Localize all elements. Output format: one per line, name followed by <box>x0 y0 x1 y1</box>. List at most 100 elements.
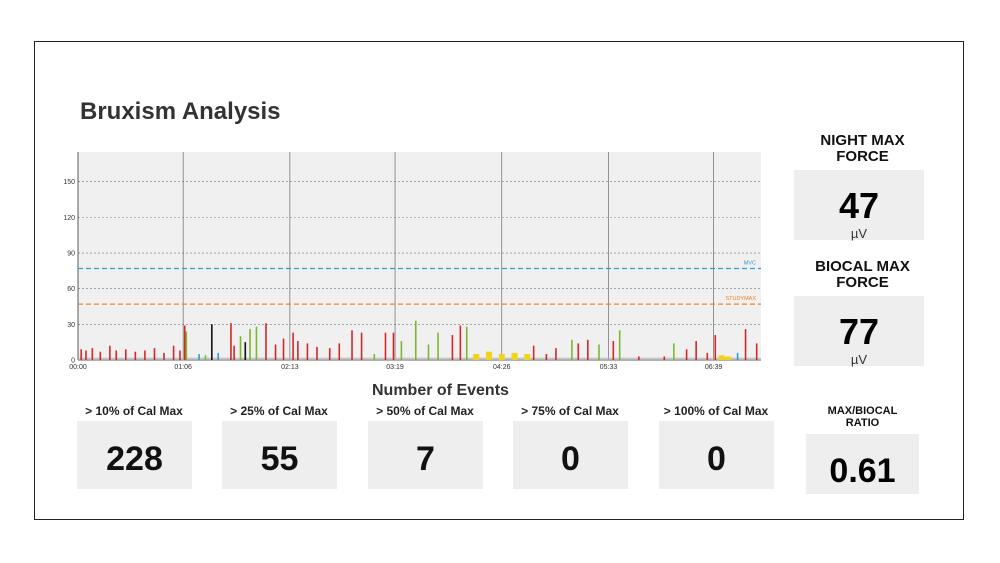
night-max-value: 47 <box>838 185 880 226</box>
event-bar <box>673 343 675 360</box>
event-bar <box>134 351 137 360</box>
event-label-10: > 10% of Cal Max <box>85 404 183 418</box>
event-bar <box>459 325 462 360</box>
event-bar <box>695 340 697 360</box>
event-bar <box>755 343 758 360</box>
event-bar <box>233 345 235 360</box>
event-bar <box>373 354 376 360</box>
event-bar <box>244 342 247 360</box>
event-bar <box>292 332 294 360</box>
event-label-100: > 100% of Cal Max <box>663 404 769 418</box>
reference-line-label: STUDYMAX <box>725 296 756 302</box>
event-label-50: > 50% of Cal Max <box>376 404 474 418</box>
x-tick-label: 02:13 <box>281 364 299 371</box>
event-bar <box>384 332 387 360</box>
event-bar <box>80 349 82 360</box>
event-bar <box>618 330 621 360</box>
event-bar <box>451 335 454 360</box>
x-tick-label: 04:26 <box>493 364 511 371</box>
event-bar <box>663 356 666 360</box>
biocal-max-label-line1: BIOCAL MAX <box>815 258 910 275</box>
ratio-label-line1: MAX/BIOCAL <box>827 405 898 417</box>
x-tick-label: 06:39 <box>705 364 723 371</box>
event-bar <box>498 354 505 360</box>
event-bar <box>198 354 200 360</box>
event-bar <box>714 335 717 360</box>
event-bar <box>587 339 589 360</box>
event-value-25: 55 <box>260 440 299 478</box>
event-bar <box>249 329 251 360</box>
event-bar <box>400 340 403 360</box>
emg-force-chart: 0 30 60 90 120 150 00:00 01:06 02:13 03:19 04:26 05… <box>63 152 761 371</box>
report-frame <box>34 41 964 520</box>
event-box-100: 0 <box>659 421 774 489</box>
y-tick-label: 150 <box>63 179 75 186</box>
event-value-75: 0 <box>561 440 580 478</box>
event-bar <box>91 348 94 360</box>
event-value-100: 0 <box>707 440 726 478</box>
event-bar <box>338 343 341 360</box>
biocal-max-box: 77 µV <box>794 296 924 367</box>
event-bar <box>109 345 111 360</box>
biocal-max-value: 77 <box>838 311 880 352</box>
event-bar <box>316 346 318 360</box>
event-bar <box>465 326 468 360</box>
event-bar <box>124 349 127 360</box>
event-bar <box>211 324 213 360</box>
event-bar <box>360 332 363 360</box>
event-bar <box>99 351 102 360</box>
events-title: Number of Events <box>372 382 509 399</box>
night-max-box: 47 µV <box>794 170 924 241</box>
event-bar <box>473 354 480 360</box>
event-bar <box>555 348 557 360</box>
y-tick-label: 120 <box>63 215 75 222</box>
event-bar <box>306 343 309 360</box>
event-bar <box>638 356 640 360</box>
event-bar <box>744 329 747 360</box>
event-bar <box>204 355 207 360</box>
biocal-max-label: BIOCAL MAX FORCE <box>790 259 935 291</box>
event-bar <box>153 348 156 360</box>
event-bar <box>239 336 242 360</box>
event-bar <box>725 356 732 360</box>
event-bar <box>685 349 688 360</box>
event-bar <box>144 350 146 360</box>
event-bar <box>217 352 220 360</box>
y-tick-label: 0 <box>71 358 75 365</box>
y-tick-label: 30 <box>67 322 75 329</box>
event-bar <box>351 330 353 360</box>
x-tick-label: 03:19 <box>386 364 404 371</box>
event-bar <box>274 344 277 360</box>
biocal-max-unit: µV <box>850 352 868 367</box>
reference-line-label: MVC <box>744 260 756 266</box>
event-bar <box>427 344 430 360</box>
event-bar <box>414 320 417 360</box>
event-box-25: 55 <box>222 421 337 489</box>
event-box-50: 7 <box>368 421 483 489</box>
ratio-value: 0.61 <box>829 452 896 490</box>
event-bar <box>486 351 493 360</box>
event-bar <box>545 354 548 360</box>
event-value-10: 228 <box>106 440 163 478</box>
event-bar <box>255 326 258 360</box>
event-bar <box>282 338 285 360</box>
night-max-label-line2: FORCE <box>836 148 889 165</box>
event-bar <box>706 352 709 360</box>
event-bar <box>571 339 573 360</box>
event-bar <box>265 323 267 360</box>
event-bar <box>163 352 165 360</box>
event-bar <box>532 345 535 360</box>
ratio-label-line2: RATIO <box>845 417 880 429</box>
night-max-label: NIGHT MAX FORCE <box>790 133 935 165</box>
event-label-75: > 75% of Cal Max <box>521 404 619 418</box>
event-bar <box>612 340 615 360</box>
ratio-label: MAX/BIOCAL RATIO <box>800 405 925 429</box>
event-bar <box>718 355 725 360</box>
event-bar <box>437 332 439 360</box>
event-box-10: 228 <box>77 421 192 489</box>
ratio-box: 0.61 <box>806 434 919 494</box>
chart-plot-background <box>78 152 761 360</box>
event-bar <box>297 340 299 360</box>
event-label-25: > 25% of Cal Max <box>230 404 328 418</box>
event-bar <box>172 345 175 360</box>
